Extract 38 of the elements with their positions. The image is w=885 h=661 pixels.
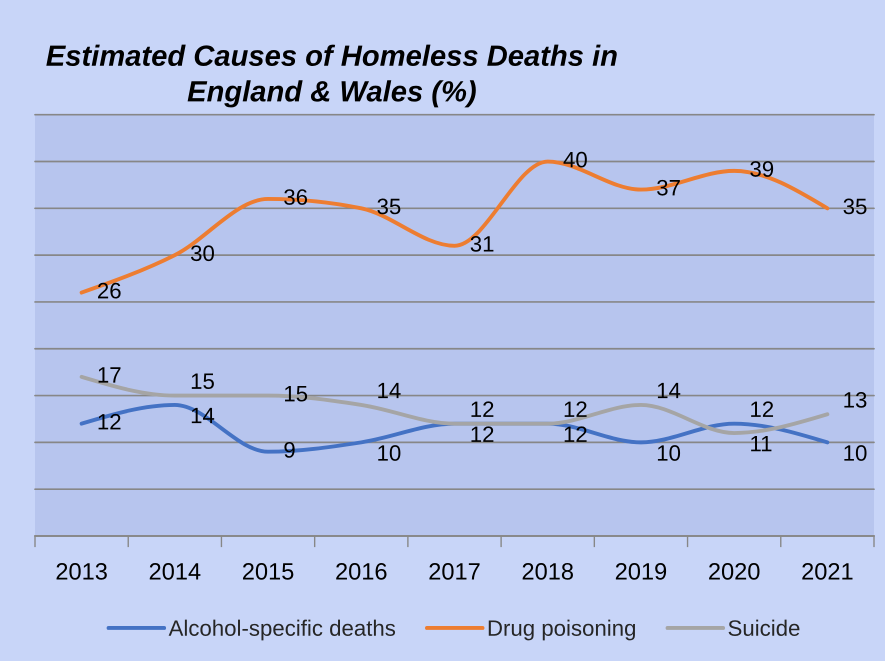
data-label: 11: [751, 436, 772, 452]
data-label: 31: [470, 236, 494, 252]
x-tick-label: 2021: [802, 563, 852, 580]
x-tick-label: 2015: [242, 563, 294, 580]
x-tick-label: 2019: [616, 563, 666, 580]
data-label: 40: [564, 152, 587, 168]
data-label: 10: [658, 445, 680, 461]
data-label: 30: [190, 245, 214, 262]
data-label: 17: [98, 367, 120, 383]
x-tick-label: 2017: [429, 563, 480, 580]
data-label: 13: [844, 392, 866, 408]
data-label: 14: [378, 382, 401, 398]
data-label: 35: [377, 198, 400, 214]
legend-label: Alcohol-specific deaths: [168, 620, 396, 640]
data-label: 12: [471, 401, 494, 417]
x-tick-label: 2014: [150, 563, 200, 580]
x-tick-label: 2013: [56, 563, 107, 580]
data-label: 12: [98, 414, 120, 430]
x-tick-label: 2018: [522, 563, 573, 580]
data-label: 10: [378, 445, 400, 461]
legend-label: Suicide: [728, 620, 800, 636]
data-label: 10: [844, 445, 867, 461]
data-label: 15: [285, 386, 308, 402]
data-label: 12: [471, 426, 494, 442]
x-tick-label: 2016: [336, 563, 387, 580]
data-label: 9: [284, 442, 295, 458]
data-label: 35: [844, 198, 866, 214]
x-tick-label: 2020: [709, 563, 760, 580]
data-label: 14: [658, 382, 680, 398]
data-label: 12: [564, 401, 587, 417]
data-label: 12: [751, 401, 774, 417]
legend-label: Drug poisoning: [488, 620, 636, 640]
data-label: 14: [192, 408, 214, 424]
data-label: 26: [98, 282, 121, 299]
data-label: 39: [750, 161, 774, 177]
chart-title: Estimated Causes of Homeless Deaths in England & Wales (%): [46, 44, 617, 108]
data-label: 15: [192, 374, 214, 390]
data-label: 12: [564, 426, 587, 442]
